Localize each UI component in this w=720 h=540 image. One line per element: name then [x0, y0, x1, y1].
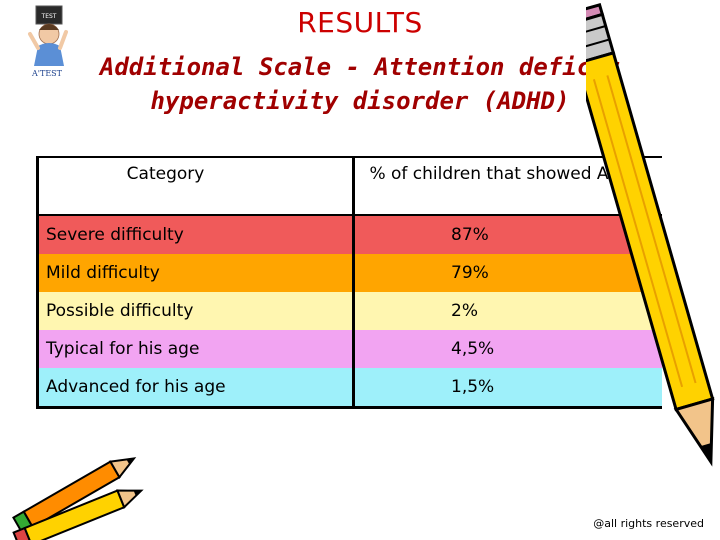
logo-child-icon: TEST A'TEST: [28, 5, 68, 78]
row-category: Typical for his age: [46, 339, 200, 359]
table-header-row: Category % of children that showed ADHD: [39, 158, 662, 216]
page-title: RESULTS: [297, 6, 423, 39]
row-category: Possible difficulty: [46, 301, 194, 321]
row-value: 1,5%: [352, 368, 662, 406]
subtitle-line-1: Additional Scale - Attention deficit: [99, 53, 621, 81]
row-category: Mild difficulty: [46, 263, 160, 283]
pencil-right-icon: [586, 2, 715, 467]
subtitle-line-2: hyperactivity disorder (ADHD): [150, 87, 570, 115]
header-percentage: % of children that showed ADHD: [352, 158, 662, 214]
row-value: 4,5%: [352, 330, 662, 368]
row-value: 2%: [352, 292, 662, 330]
table-row: Typical for his age 4,5%: [39, 330, 662, 368]
table-row: Severe difficulty 87%: [39, 216, 662, 254]
copyright-text: @all rights reserved: [593, 517, 704, 530]
pencils-left-icon: [12, 457, 144, 540]
results-table: Category % of children that showed ADHD …: [36, 156, 662, 409]
row-category: Severe difficulty: [46, 225, 184, 245]
row-category: Advanced for his age: [46, 377, 226, 397]
table-row: Possible difficulty 2%: [39, 292, 662, 330]
logo-badge-text: TEST: [41, 13, 57, 20]
row-value: 79%: [352, 254, 662, 292]
table-row: Mild difficulty 79%: [39, 254, 662, 292]
header-category: Category: [126, 164, 205, 184]
row-value: 87%: [352, 216, 662, 254]
table-row: Advanced for his age 1,5%: [39, 368, 662, 409]
logo-brand-text: A'TEST: [31, 69, 63, 78]
page-subtitle: Additional Scale - Attention deficit hyp…: [95, 50, 625, 118]
